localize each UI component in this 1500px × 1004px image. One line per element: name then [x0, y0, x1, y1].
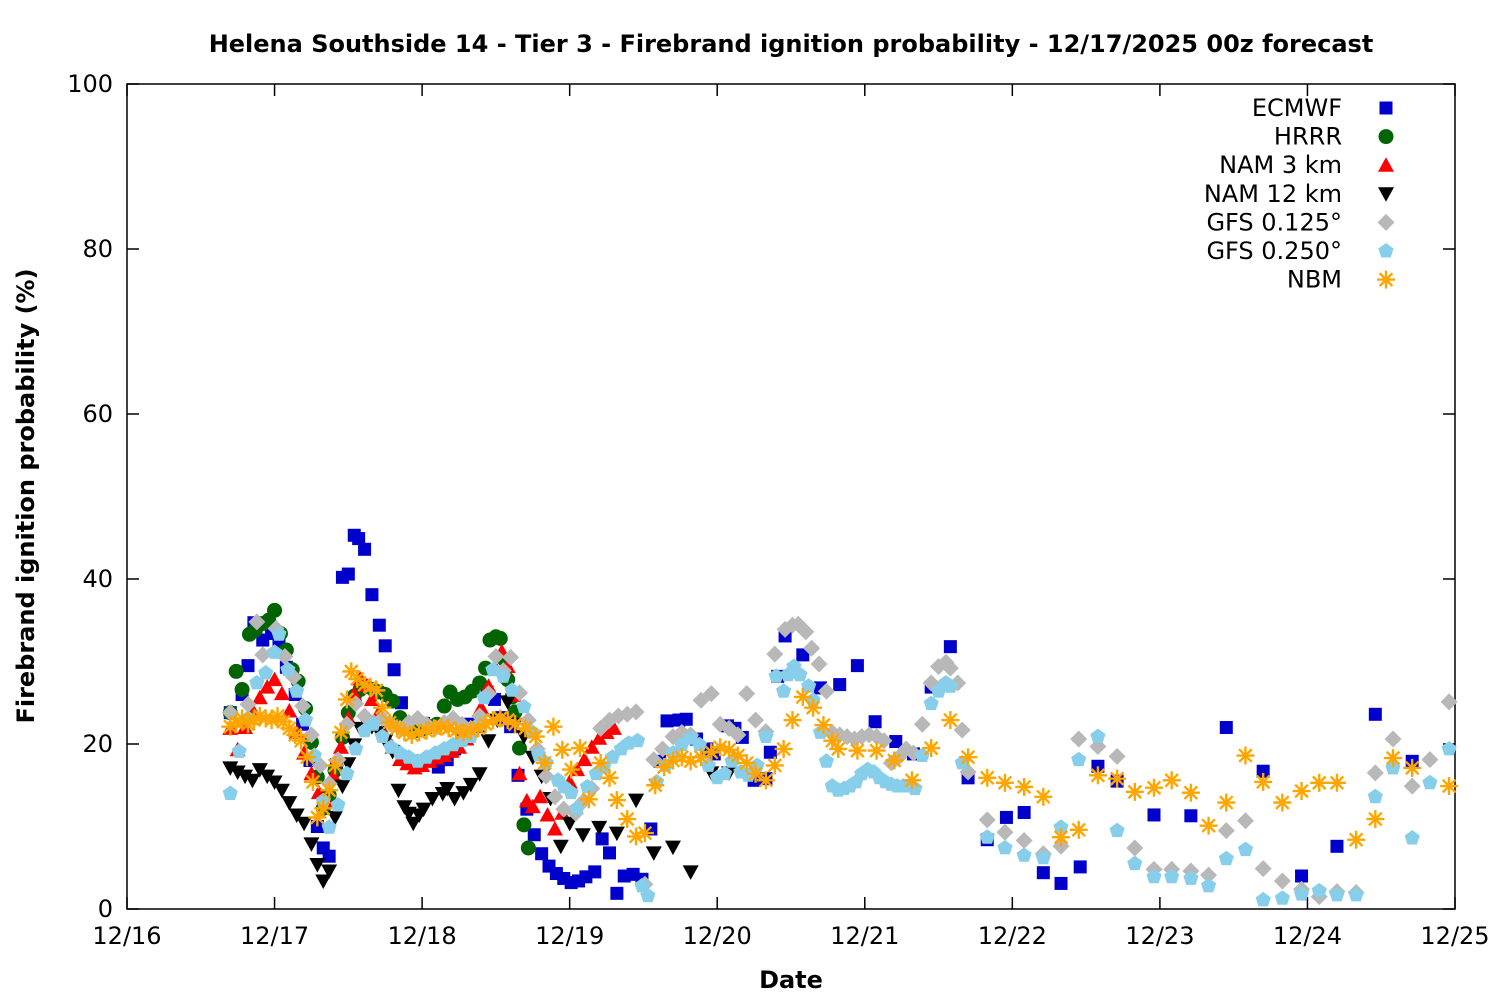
- axis-tick-labels: 12/16 12/17 12/18 12/19 12/20 12/21 12/22 12/23…: [67, 70, 1489, 950]
- legend-entry-gfs-0-250-: GFS 0.250°: [1206, 237, 1394, 265]
- x-tick-label: 12/24: [1273, 922, 1342, 950]
- y-axis-label: Firebrand ignition probability (%): [12, 268, 40, 723]
- y-tick-label: 40: [82, 565, 113, 593]
- chart-title: Helena Southside 14 - Tier 3 - Firebrand…: [209, 30, 1374, 58]
- legend-label: HRRR: [1274, 123, 1342, 151]
- x-tick-label: 12/20: [683, 922, 752, 950]
- legend-entry-hrrr: HRRR: [1274, 123, 1394, 151]
- legend-label: NBM: [1287, 266, 1342, 294]
- legend-entry-ecmwf: ECMWF: [1252, 94, 1393, 122]
- x-tick-label: 12/16: [92, 922, 161, 950]
- legend-entry-nam-3-km: NAM 3 km: [1219, 151, 1394, 179]
- x-tick-label: 12/19: [535, 922, 604, 950]
- x-tick-label: 12/25: [1420, 922, 1489, 950]
- legend-label: NAM 12 km: [1204, 180, 1342, 208]
- x-tick-label: 12/17: [240, 922, 309, 950]
- series-gfs-0-250--points: [222, 626, 1457, 907]
- y-tick-label: 0: [98, 895, 113, 923]
- x-tick-label: 12/18: [388, 922, 457, 950]
- y-tick-label: 60: [82, 400, 113, 428]
- x-tick-label: 12/22: [978, 922, 1047, 950]
- series-nbm-points: [221, 662, 1459, 849]
- x-axis-label: Date: [759, 966, 823, 994]
- legend-entry-gfs-0-125-: GFS 0.125°: [1206, 208, 1395, 236]
- x-tick-label: 12/21: [830, 922, 899, 950]
- series-points: [221, 528, 1459, 907]
- legend-label: GFS 0.125°: [1206, 208, 1342, 236]
- legend-label: NAM 3 km: [1219, 151, 1342, 179]
- legend-entry-nbm: NBM: [1287, 266, 1395, 294]
- legend-label: GFS 0.250°: [1206, 237, 1342, 265]
- legend-label: ECMWF: [1252, 94, 1342, 122]
- plot-border: [126, 83, 1456, 910]
- x-tick-label: 12/23: [1125, 922, 1194, 950]
- y-tick-label: 20: [82, 730, 113, 758]
- y-tick-label: 100: [67, 70, 113, 98]
- y-tick-label: 80: [82, 235, 113, 263]
- legend-entry-nam-12-km: NAM 12 km: [1204, 180, 1394, 208]
